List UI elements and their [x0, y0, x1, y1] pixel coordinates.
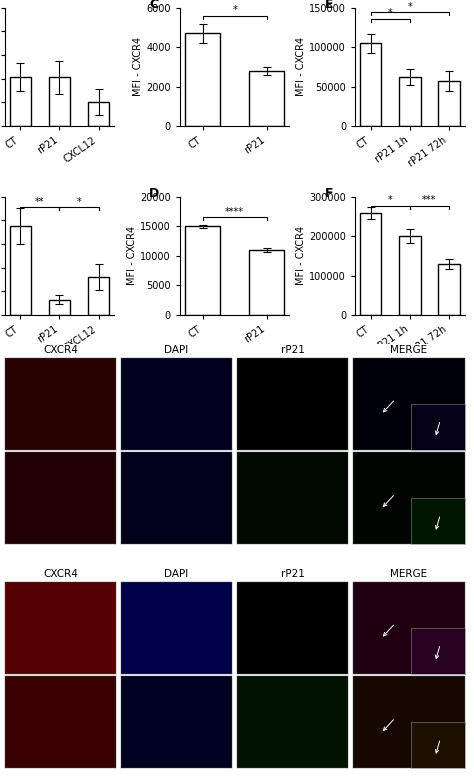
Bar: [88, 102, 109, 126]
Text: *: *: [232, 5, 237, 15]
Text: DAPI: DAPI: [164, 569, 189, 579]
Text: MERGE: MERGE: [390, 345, 427, 355]
Text: *: *: [388, 196, 392, 205]
Bar: [9, 78, 31, 126]
Text: ****: ****: [225, 207, 244, 217]
Bar: [249, 71, 284, 126]
Bar: [49, 78, 70, 126]
Text: E: E: [324, 0, 333, 12]
Text: C: C: [149, 0, 158, 12]
Bar: [49, 300, 70, 315]
Y-axis label: MFI - CXCR4: MFI - CXCR4: [296, 227, 306, 286]
Text: DAPI: DAPI: [164, 345, 189, 355]
Text: *: *: [77, 196, 82, 206]
Text: F: F: [324, 187, 333, 200]
Bar: [360, 43, 382, 126]
Bar: [185, 33, 220, 126]
Text: MDA-MB-231: MDA-MB-231: [471, 643, 474, 707]
Text: MERGE: MERGE: [390, 569, 427, 579]
Text: CXCR4: CXCR4: [43, 569, 78, 579]
Text: ***: ***: [422, 196, 437, 205]
Text: rP21: rP21: [281, 345, 305, 355]
Bar: [399, 236, 420, 315]
Y-axis label: MFI - CXCR4: MFI - CXCR4: [128, 227, 137, 286]
Y-axis label: MFI - CXCR4: MFI - CXCR4: [134, 37, 144, 96]
Bar: [360, 213, 382, 315]
Text: *: *: [388, 9, 392, 18]
Text: **: **: [35, 196, 45, 206]
Bar: [249, 250, 284, 315]
Text: rP21: rP21: [281, 569, 305, 579]
Text: *: *: [408, 2, 412, 12]
Bar: [438, 81, 460, 126]
Bar: [88, 277, 109, 315]
Bar: [399, 77, 420, 126]
Bar: [438, 264, 460, 315]
Bar: [9, 226, 31, 315]
Bar: [185, 227, 220, 315]
Text: D: D: [149, 187, 159, 200]
Text: CXCR4: CXCR4: [43, 345, 78, 355]
Text: MCF-10A: MCF-10A: [471, 429, 474, 473]
Y-axis label: MFI - CXCR4: MFI - CXCR4: [296, 37, 306, 96]
